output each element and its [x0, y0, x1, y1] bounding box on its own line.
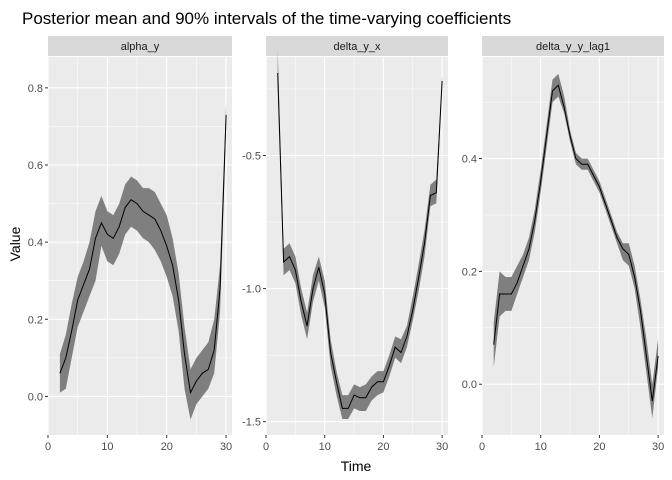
- x-tick-label: 20: [161, 441, 173, 453]
- y-tick-label: -1.0: [242, 284, 261, 296]
- y-tick-label: 0.4: [28, 237, 43, 249]
- panel-alpha_y: alpha_y 0 10 20 30 0.0 0.2 0.4 0.6 0.8: [28, 36, 232, 453]
- facet-strip-label: alpha_y: [121, 41, 160, 53]
- y-tick-label: 0.4: [462, 154, 477, 166]
- x-tick-label: 0: [45, 441, 51, 453]
- x-tick-label: 20: [593, 441, 605, 453]
- y-tick-label: 0.8: [28, 83, 43, 95]
- y-tick-label: 0.6: [28, 160, 43, 172]
- x-axis-label: Time: [341, 458, 372, 474]
- facet-strip: [48, 36, 232, 56]
- y-tick-label: 0.0: [28, 391, 43, 403]
- posterior-mean-line: [277, 72, 443, 409]
- interval-ribbon: [59, 103, 227, 420]
- panel-delta_y_y_lag1: delta_y_y_lag1 0 10 20 30 0.0 0.2 0.4: [462, 36, 664, 453]
- x-tick-label: 30: [436, 441, 448, 453]
- x-tick-label: 10: [101, 441, 113, 453]
- facet-strip-label: delta_y_y_lag1: [536, 41, 610, 53]
- facet-strip-label: delta_y_x: [333, 41, 381, 53]
- x-tick-label: 10: [319, 441, 331, 453]
- x-tick-label: 20: [377, 441, 389, 453]
- y-axis-label: Value: [7, 226, 23, 261]
- y-tick-label: 0.2: [462, 266, 477, 278]
- interval-ribbon: [493, 73, 659, 419]
- facet-strip: [266, 36, 448, 56]
- x-tick-label: 0: [479, 441, 485, 453]
- y-tick-label: -0.5: [242, 150, 261, 162]
- chart-title: Posterior mean and 90% intervals of the …: [22, 9, 511, 28]
- x-tick-label: 30: [652, 441, 664, 453]
- posterior-mean-line: [59, 114, 227, 395]
- y-tick-label: 0.0: [462, 379, 477, 391]
- posterior-mean-line: [493, 84, 659, 402]
- panel-background: [482, 57, 664, 435]
- facet-strip: [482, 36, 664, 56]
- y-tick-label: 0.2: [28, 314, 43, 326]
- panels: alpha_y 0 10 20 30 0.0 0.2 0.4 0.6 0.8 delta_y_x 0 1…: [28, 36, 664, 453]
- x-tick-label: 0: [263, 441, 269, 453]
- panel-background: [266, 57, 448, 435]
- panel-delta_y_x: delta_y_x 0 10 20 30 -1.5 -1.0 -0.5: [242, 36, 448, 453]
- x-tick-label: 10: [535, 441, 547, 453]
- y-tick-label: -1.5: [242, 417, 261, 429]
- x-tick-label: 30: [220, 441, 232, 453]
